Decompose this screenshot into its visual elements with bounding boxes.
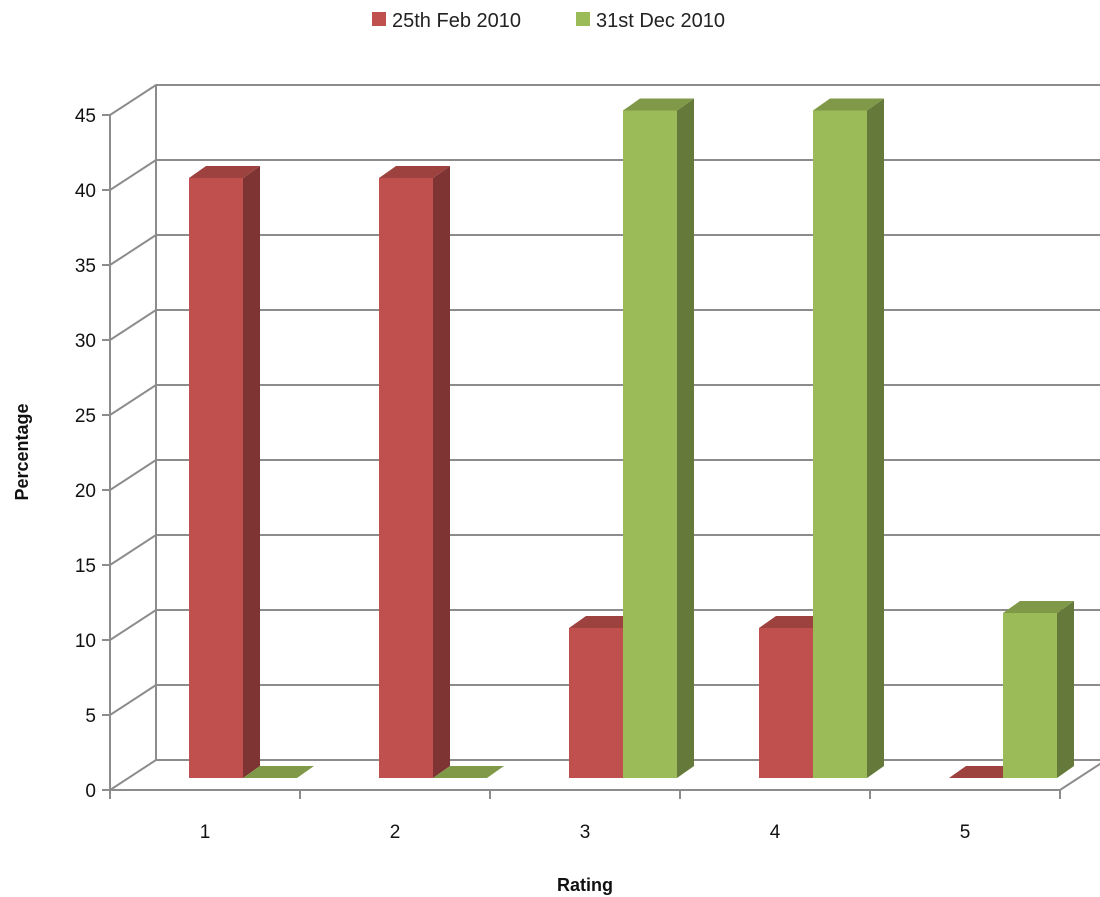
bar (379, 166, 450, 778)
bar-top (189, 166, 260, 178)
bars (189, 98, 1074, 778)
y-tick-label: 25 (75, 406, 96, 427)
gridline (109, 234, 1100, 266)
bar (949, 766, 1020, 778)
bar (1003, 601, 1074, 778)
bar (433, 766, 504, 778)
bar (623, 98, 694, 778)
bar-top (1003, 601, 1074, 613)
y-tick-label: 5 (85, 706, 96, 727)
gridline (109, 384, 1100, 416)
bar-top (623, 98, 694, 111)
gridline (109, 534, 1100, 566)
bar-top (813, 98, 884, 111)
y-tick-label: 40 (75, 181, 96, 202)
bar-front (569, 628, 623, 778)
bar-top (243, 766, 314, 778)
bar-front (1003, 613, 1057, 778)
bar-top (433, 766, 504, 778)
y-tick-label: 15 (75, 556, 96, 577)
x-tick-label: 3 (580, 822, 591, 843)
bar (813, 98, 884, 778)
bar-front (379, 178, 433, 778)
bar-side (677, 98, 694, 778)
bar-side (867, 98, 884, 778)
y-tick-label: 20 (75, 481, 96, 502)
bar-side (1057, 601, 1074, 778)
gridline (109, 459, 1100, 491)
x-tick-label: 5 (960, 822, 971, 843)
bar-front (813, 110, 867, 778)
legend-swatch (576, 12, 590, 26)
legend-item: 31st Dec 2010 (576, 10, 725, 32)
y-tick-label: 30 (75, 331, 96, 352)
y-tick-label: 45 (75, 106, 96, 127)
bar-side (243, 166, 260, 778)
y-axis-title: Percentage (12, 403, 32, 500)
bar (243, 766, 314, 778)
x-tick-label: 4 (770, 822, 781, 843)
bar-top (569, 616, 640, 628)
y-tick-label: 10 (75, 631, 96, 652)
legend: 25th Feb 2010 31st Dec 2010 (372, 10, 725, 32)
gridline (109, 609, 1100, 641)
bar (189, 166, 260, 778)
x-tick-label: 1 (200, 822, 211, 843)
bar-top (379, 166, 450, 178)
x-axis-title: Rating (557, 875, 613, 895)
legend-swatch (372, 12, 386, 26)
x-tick-label: 2 (390, 822, 401, 843)
gridline (109, 84, 1100, 116)
legend-label: 31st Dec 2010 (596, 10, 725, 32)
bar-top (949, 766, 1020, 778)
bar-front (189, 178, 243, 778)
bar-front (759, 628, 813, 778)
bar-side (433, 166, 450, 778)
legend-item: 25th Feb 2010 (372, 10, 521, 32)
bar-front (623, 110, 677, 778)
gridline (109, 309, 1100, 341)
gridline (109, 159, 1100, 191)
y-tick-label: 0 (85, 781, 96, 802)
y-tick-label: 35 (75, 256, 96, 277)
legend-label: 25th Feb 2010 (392, 10, 521, 32)
bar-top (759, 616, 830, 628)
